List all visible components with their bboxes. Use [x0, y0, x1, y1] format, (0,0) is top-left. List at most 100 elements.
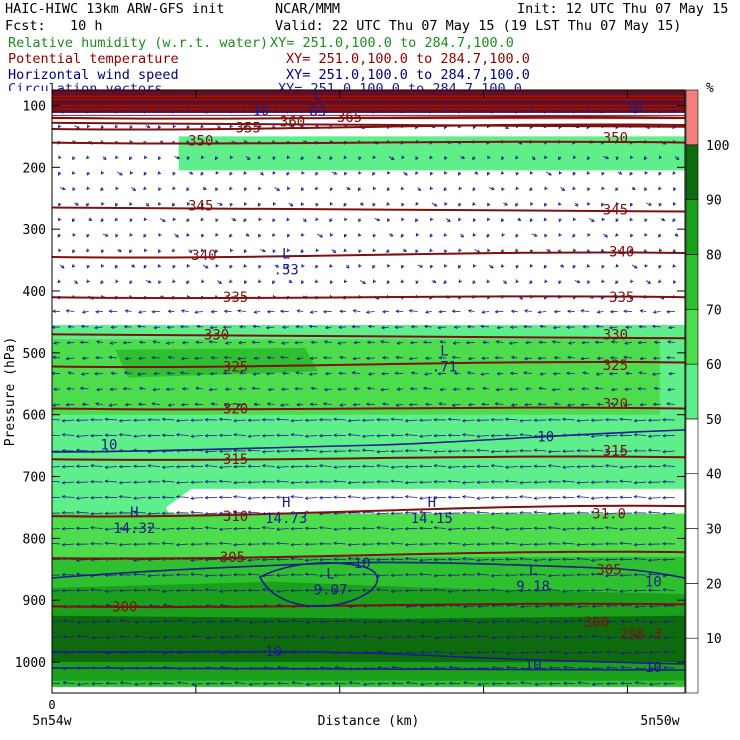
wind-vector-head — [372, 171, 376, 176]
wind-vector-head — [57, 279, 62, 284]
wind-vector-head — [132, 187, 137, 191]
wind-vector-head — [132, 572, 137, 577]
wind-vector-head — [544, 203, 548, 207]
rh-region — [52, 136, 685, 171]
wind-vector-head — [262, 619, 267, 624]
wind-vector-head — [672, 187, 677, 192]
wind-vector-head — [519, 510, 523, 515]
wind-vector — [76, 449, 89, 452]
wind-vector — [133, 573, 146, 576]
field-vectors-name: Circulation vectors — [8, 81, 163, 91]
wind-vector-head — [74, 280, 78, 285]
wind-vector-head — [100, 218, 105, 223]
wind-vector — [176, 434, 189, 436]
forecast-hour: Fcst: 10 h — [5, 18, 103, 34]
wind-vector-head — [71, 218, 76, 223]
wind-vector-head — [318, 557, 323, 562]
wind-vector-head — [348, 634, 353, 639]
wind-vector-head — [638, 325, 643, 329]
wind-vector-head — [377, 619, 381, 624]
wind-vector-head — [408, 402, 413, 407]
wind-vector-head — [461, 464, 466, 469]
wind-vector — [181, 357, 189, 360]
wind-vector-head — [629, 155, 634, 160]
wind-vector-head — [315, 217, 319, 222]
wind-vector-head — [104, 527, 109, 531]
wind-vector — [419, 559, 432, 561]
wind-vector-head — [119, 172, 123, 176]
theta-label: 330 — [204, 327, 229, 343]
wind-vector-head — [204, 588, 209, 592]
wind-vector-head — [477, 604, 481, 609]
wind-vector-head — [290, 433, 294, 437]
wind-vector — [577, 558, 590, 560]
colorbar-box — [685, 144, 699, 200]
wind-vector-head — [376, 464, 380, 468]
theta-contour — [52, 121, 685, 128]
wind-vector — [405, 543, 418, 546]
wind-vector-head — [48, 466, 51, 469]
wind-vector-head — [605, 155, 610, 160]
wind-vector-head — [458, 279, 462, 284]
wind-vector-head — [290, 526, 294, 531]
wind-vector-head — [136, 372, 141, 376]
wind-vector-head — [461, 572, 466, 577]
wind-vector-head — [586, 263, 591, 268]
wind-vector-head — [132, 588, 137, 593]
wind-vector-head — [443, 263, 448, 268]
wind-vector-head — [333, 557, 337, 562]
wind-vector-head — [147, 479, 151, 484]
wind-vector — [109, 356, 118, 359]
field-rh-name: Relative humidity (w.r.t. water) — [8, 35, 269, 51]
wind-vector — [76, 511, 89, 514]
wind-vector — [666, 403, 675, 405]
wind-vector-head — [633, 448, 638, 453]
wind-vector — [305, 435, 318, 437]
wind-vector-head — [247, 496, 252, 500]
wind-vector-head — [390, 511, 395, 516]
wind-vector-head — [305, 682, 310, 686]
wind-vector-head — [108, 355, 113, 360]
wind-vector — [63, 682, 75, 684]
wind-vector-head — [561, 557, 566, 562]
wind-vector-head — [400, 186, 405, 191]
wind-vector-head — [115, 186, 119, 191]
wind-vector — [646, 280, 651, 284]
wind-vector-head — [573, 248, 577, 253]
wind-vector — [462, 543, 475, 546]
wind-vector-head — [604, 573, 609, 578]
wind-vector — [491, 512, 504, 515]
wind-vector-head — [538, 386, 543, 391]
wind-vector-head — [180, 309, 185, 313]
wind-vector-head — [81, 310, 86, 314]
theta-label: 365 — [337, 110, 362, 126]
wind-vector-head — [175, 480, 180, 485]
wind-vector-head — [262, 681, 267, 686]
wind-vector — [376, 450, 389, 453]
wind-vector-head — [286, 233, 291, 238]
wind-vector — [162, 418, 175, 421]
colorbar-tick-label: 70 — [706, 303, 722, 318]
wind-vector-head — [495, 387, 500, 392]
wind-vector-head — [561, 541, 566, 546]
wind-vector-head — [429, 248, 433, 253]
wind-vector — [105, 542, 118, 545]
wind-vector-head — [132, 542, 137, 547]
wind-vector-head — [201, 233, 205, 238]
wind-vector — [177, 620, 189, 622]
wind-vector-head — [372, 110, 376, 114]
wind-vector-head — [344, 217, 348, 222]
wind-vector-head — [351, 371, 356, 375]
wind-vector — [591, 511, 604, 514]
wind-vector-head — [132, 526, 137, 531]
wind-vector-head — [515, 248, 519, 253]
wind-vector-head — [377, 635, 381, 640]
wind-vector-head — [572, 109, 577, 114]
wind-vector-head — [247, 418, 252, 423]
wind-vector-head — [75, 464, 80, 469]
wind-vector-head — [418, 558, 423, 562]
x-right-label: 5n50w — [640, 714, 679, 729]
wind-vector-head — [533, 588, 538, 593]
wind-vector-head — [372, 155, 376, 160]
wind-vector-head — [180, 402, 185, 407]
